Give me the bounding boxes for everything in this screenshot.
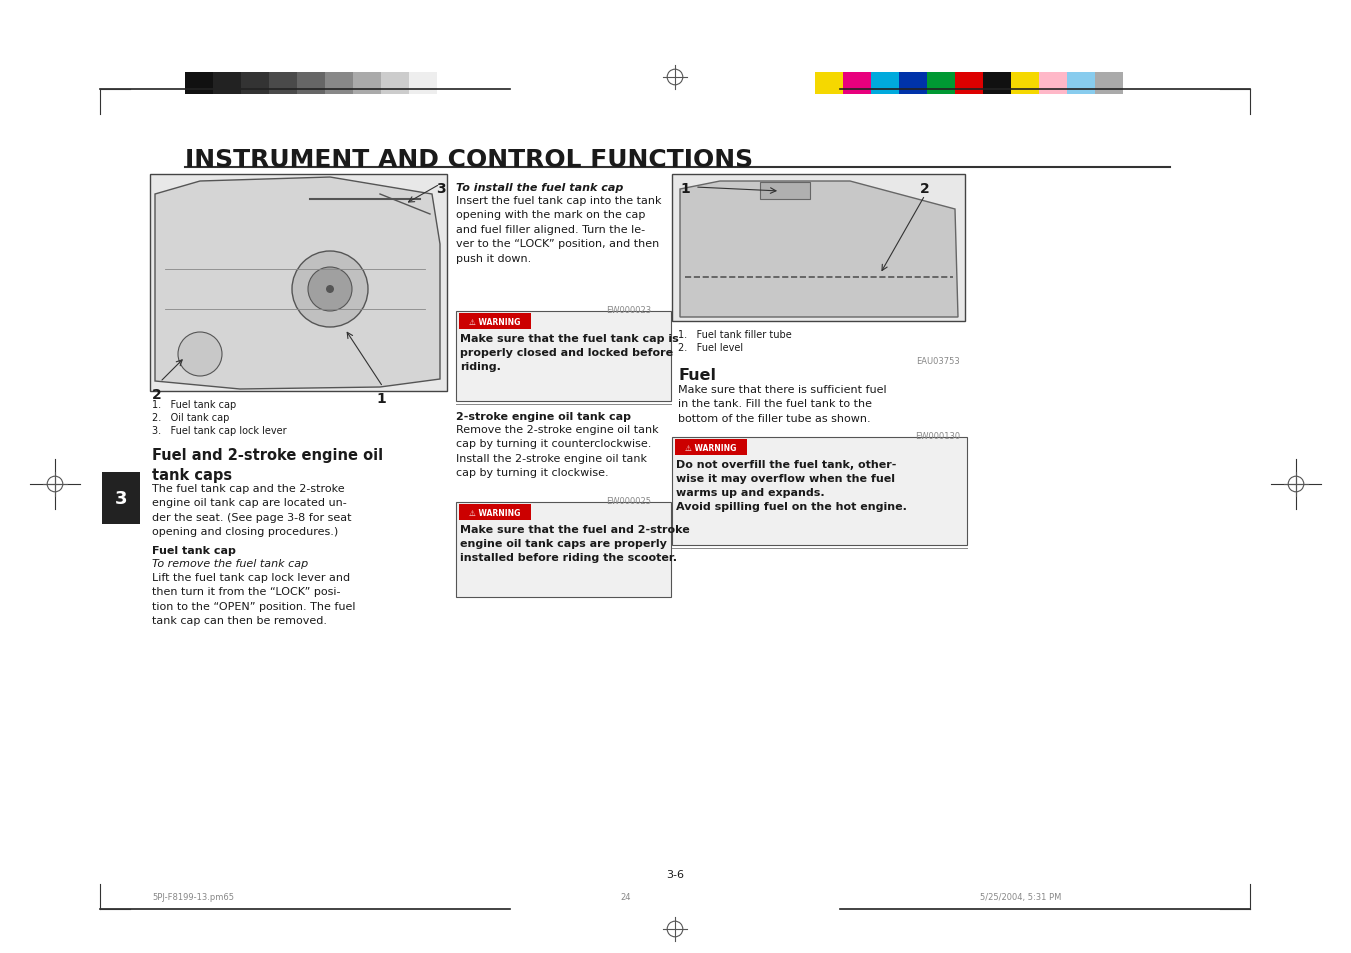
Text: Make sure that the fuel and 2-stroke
engine oil tank caps are properly
installed: Make sure that the fuel and 2-stroke eng… bbox=[459, 524, 690, 562]
Bar bbox=[815, 73, 843, 95]
Text: 3-6: 3-6 bbox=[666, 869, 684, 879]
Text: 1.   Fuel tank filler tube: 1. Fuel tank filler tube bbox=[678, 330, 792, 339]
Text: 3: 3 bbox=[115, 490, 127, 507]
Text: 1.   Fuel tank cap: 1. Fuel tank cap bbox=[153, 399, 236, 410]
Text: ⚠ WARNING: ⚠ WARNING bbox=[469, 317, 520, 326]
Text: Remove the 2-stroke engine oil tank
cap by turning it counterclockwise.
Install : Remove the 2-stroke engine oil tank cap … bbox=[457, 424, 659, 477]
Bar bbox=[1096, 73, 1123, 95]
Bar bbox=[671, 437, 967, 545]
Bar bbox=[269, 73, 297, 95]
Circle shape bbox=[326, 286, 334, 294]
Text: 2.   Fuel level: 2. Fuel level bbox=[678, 343, 743, 353]
Text: Do not overfill the fuel tank, other-
wise it may overflow when the fuel
warms u: Do not overfill the fuel tank, other- wi… bbox=[676, 459, 907, 512]
Text: 2.   Oil tank cap: 2. Oil tank cap bbox=[153, 413, 230, 422]
Text: Fuel and 2-stroke engine oil
tank caps: Fuel and 2-stroke engine oil tank caps bbox=[153, 448, 384, 482]
Text: 5PJ-F8199-13.pm65: 5PJ-F8199-13.pm65 bbox=[153, 892, 234, 901]
Text: EW000023: EW000023 bbox=[605, 306, 651, 314]
Text: 2-stroke engine oil tank cap: 2-stroke engine oil tank cap bbox=[457, 412, 631, 421]
Bar bbox=[240, 73, 269, 95]
Bar bbox=[927, 73, 955, 95]
Text: The fuel tank cap and the 2-stroke
engine oil tank cap are located un-
der the s: The fuel tank cap and the 2-stroke engin… bbox=[153, 483, 351, 537]
Bar bbox=[459, 504, 531, 520]
Circle shape bbox=[308, 268, 353, 312]
Text: Fuel tank cap: Fuel tank cap bbox=[153, 545, 236, 556]
Bar bbox=[871, 73, 898, 95]
Bar bbox=[185, 73, 213, 95]
Text: Insert the fuel tank cap into the tank
opening with the mark on the cap
and fuel: Insert the fuel tank cap into the tank o… bbox=[457, 195, 662, 263]
Text: EW000025: EW000025 bbox=[607, 497, 651, 505]
Bar bbox=[1039, 73, 1067, 95]
Bar bbox=[955, 73, 984, 95]
Text: Make sure that there is sufficient fuel
in the tank. Fill the fuel tank to the
b: Make sure that there is sufficient fuel … bbox=[678, 385, 886, 423]
Bar bbox=[150, 174, 447, 392]
Text: ⚠ WARNING: ⚠ WARNING bbox=[685, 443, 736, 452]
Polygon shape bbox=[155, 178, 440, 390]
Text: ⚠ WARNING: ⚠ WARNING bbox=[469, 508, 520, 517]
Text: 3.   Fuel tank cap lock lever: 3. Fuel tank cap lock lever bbox=[153, 426, 286, 436]
Text: 3: 3 bbox=[436, 182, 446, 195]
Bar bbox=[101, 473, 141, 524]
Text: Fuel: Fuel bbox=[678, 368, 716, 382]
Bar bbox=[1011, 73, 1039, 95]
Bar bbox=[898, 73, 927, 95]
Text: 5/25/2004, 5:31 PM: 5/25/2004, 5:31 PM bbox=[979, 892, 1062, 901]
Bar bbox=[459, 314, 531, 330]
Text: To remove the fuel tank cap: To remove the fuel tank cap bbox=[153, 558, 308, 568]
Text: 2: 2 bbox=[153, 388, 162, 401]
Text: 2: 2 bbox=[920, 182, 929, 195]
Text: Make sure that the fuel tank cap is
properly closed and locked before
riding.: Make sure that the fuel tank cap is prop… bbox=[459, 334, 678, 372]
Bar bbox=[381, 73, 409, 95]
Text: 24: 24 bbox=[620, 892, 631, 901]
Bar bbox=[457, 502, 671, 598]
Text: EW000130: EW000130 bbox=[915, 432, 961, 440]
Text: 1: 1 bbox=[376, 392, 386, 406]
Circle shape bbox=[292, 252, 367, 328]
Polygon shape bbox=[680, 182, 958, 317]
Bar bbox=[671, 174, 965, 322]
Text: 1: 1 bbox=[680, 182, 690, 195]
Bar bbox=[1067, 73, 1096, 95]
Text: EAU03753: EAU03753 bbox=[916, 356, 961, 366]
Bar bbox=[297, 73, 326, 95]
Bar bbox=[457, 312, 671, 401]
Bar bbox=[409, 73, 436, 95]
Text: INSTRUMENT AND CONTROL FUNCTIONS: INSTRUMENT AND CONTROL FUNCTIONS bbox=[185, 148, 753, 172]
Text: To install the fuel tank cap: To install the fuel tank cap bbox=[457, 183, 623, 193]
Bar bbox=[984, 73, 1011, 95]
Text: Lift the fuel tank cap lock lever and
then turn it from the “LOCK” posi-
tion to: Lift the fuel tank cap lock lever and th… bbox=[153, 573, 355, 625]
Bar bbox=[213, 73, 240, 95]
Bar bbox=[676, 439, 747, 456]
Polygon shape bbox=[761, 183, 811, 200]
Bar bbox=[353, 73, 381, 95]
Bar bbox=[326, 73, 353, 95]
Circle shape bbox=[178, 333, 222, 376]
Bar bbox=[843, 73, 871, 95]
